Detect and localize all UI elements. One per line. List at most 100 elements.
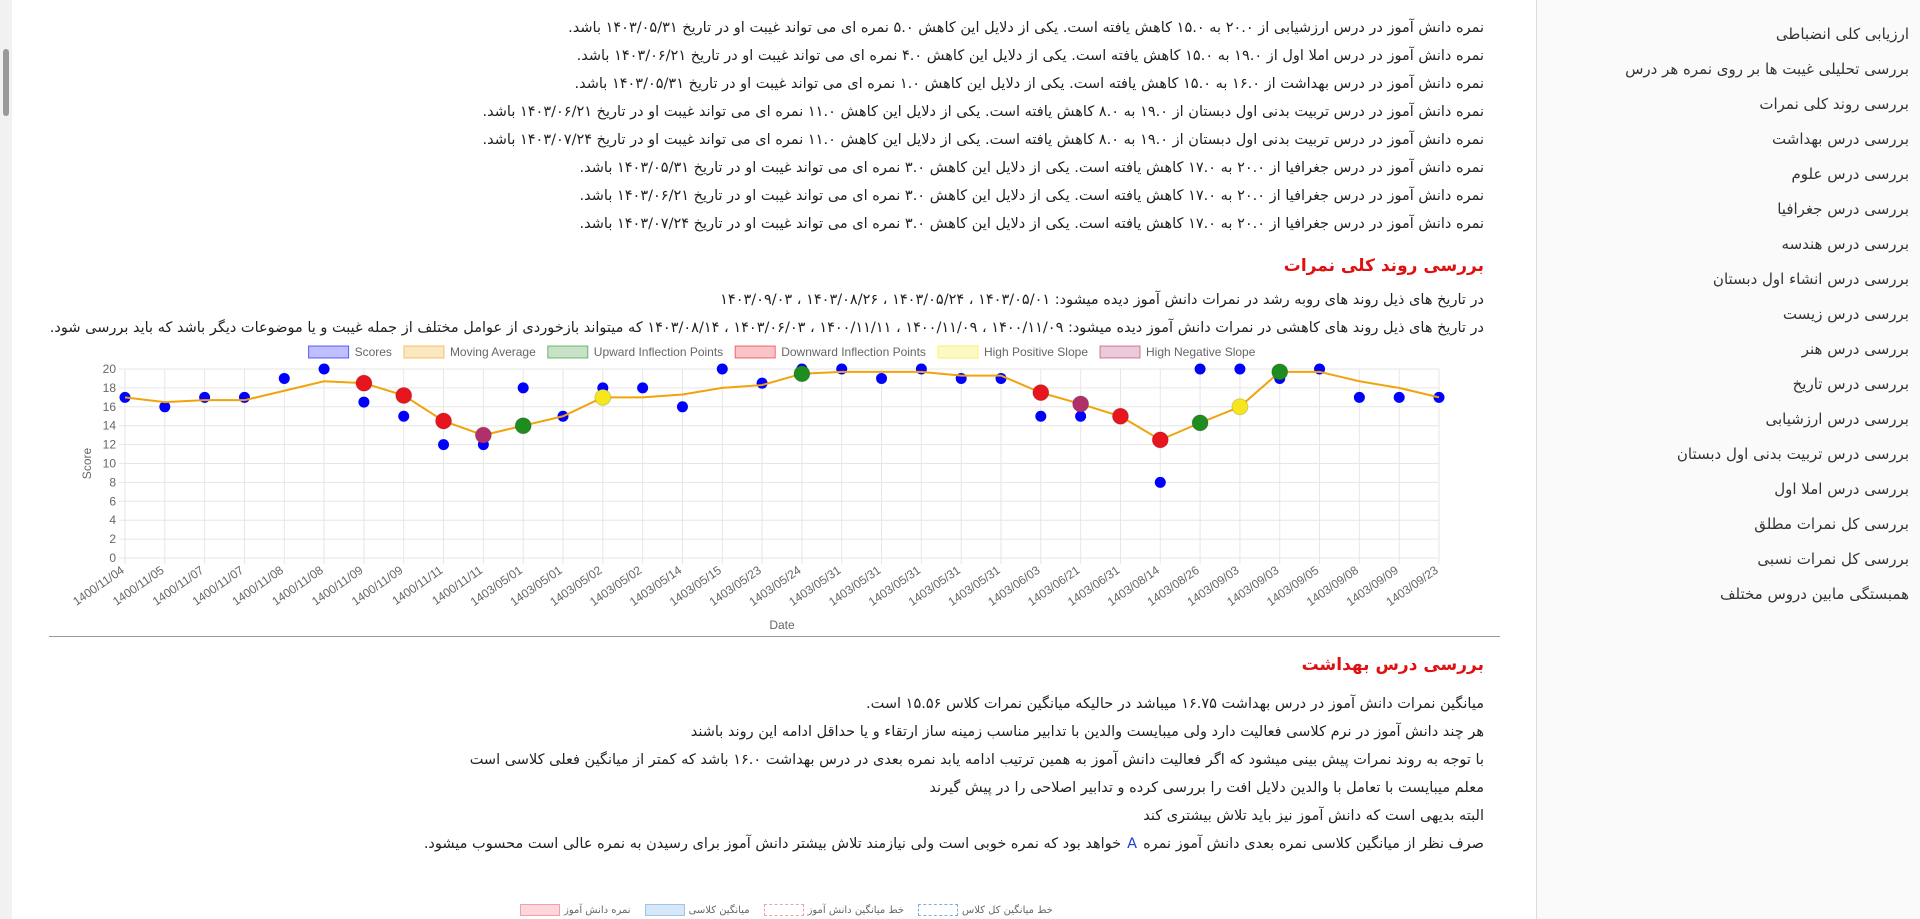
legend-label: Moving Average (450, 345, 536, 359)
point (1032, 384, 1050, 402)
legend-label: خط میانگین کل کلاس (962, 904, 1053, 916)
y-tick-label: 12 (103, 438, 117, 452)
menu-item[interactable]: بررسی درس هنر (1801, 340, 1909, 358)
legend-label: High Negative Slope (1146, 345, 1256, 359)
menu-item[interactable]: بررسی درس انشاء اول دبستان (1712, 270, 1909, 288)
legend-swatch (520, 904, 560, 916)
point (435, 412, 453, 430)
paragraph: نمره دانش آموز در درس تربیت بدنی اول دبس… (482, 132, 1484, 148)
menu-item[interactable]: بررسی درس تاریخ (1792, 375, 1909, 393)
point (1393, 391, 1405, 403)
health-section: میانگین نمرات دانش آموز در درس بهداشت ۱۶… (49, 690, 1484, 830)
legend-label: Scores (355, 345, 392, 359)
point (1111, 407, 1129, 425)
point (594, 388, 612, 406)
paragraph: صرف نظر از میانگین کلاسی نمره بعدی دانش … (49, 830, 1484, 858)
menu-item[interactable]: بررسی روند کلی نمرات (1759, 95, 1909, 113)
point (1151, 431, 1169, 449)
menu-item[interactable]: بررسی درس بهداشت (1772, 130, 1909, 148)
point (278, 372, 290, 384)
menu-item[interactable]: بررسی درس املا اول (1774, 480, 1909, 498)
menu-item[interactable]: بررسی کل نمرات نسبی (1757, 550, 1909, 568)
point (876, 372, 888, 384)
point (438, 439, 450, 451)
y-tick-label: 2 (109, 532, 116, 546)
legend-label: High Positive Slope (984, 345, 1088, 359)
legend-item: خط میانگین دانش آموز (763, 904, 905, 916)
paragraph: در تاریخ های ذیل روند های کاهشی در نمرات… (49, 320, 1484, 336)
y-tick-label: 20 (103, 362, 117, 376)
text: صرف نظر از میانگین کلاسی نمره بعدی دانش … (1143, 836, 1484, 852)
y-tick-label: 16 (103, 400, 117, 414)
paragraph: البته بدیهی است که دانش آموز نیز باید تل… (1143, 808, 1484, 824)
paragraph: میانگین نمرات دانش آموز در درس بهداشت ۱۶… (866, 696, 1484, 712)
point (159, 401, 171, 413)
partial-legend: نمره دانش آموز میانگین کلاسی خط میانگین دا… (520, 904, 1053, 916)
legend-swatch (918, 904, 959, 916)
legend-swatch (547, 345, 589, 359)
point (474, 426, 492, 444)
paragraph: نمره دانش آموز در درس جغرافیا از ۲۰.۰ به… (579, 188, 1484, 204)
y-tick-label: 6 (109, 494, 116, 508)
paragraph: معلم میبایست با تعامل با والدین دلایل اف… (929, 780, 1484, 796)
paragraph: نمره دانش آموز در درس جغرافیا از ۲۰.۰ به… (579, 160, 1484, 176)
paragraph: نمره دانش آموز در درس ارزشیابی از ۲۰.۰ ب… (568, 20, 1484, 36)
legend-label: Upward Inflection Points (594, 345, 723, 359)
menu-item[interactable]: بررسی درس علوم (1791, 165, 1910, 183)
legend-swatch (734, 345, 776, 359)
point (637, 382, 649, 394)
scrollbar[interactable] (0, 0, 12, 919)
point (793, 365, 811, 383)
menu-item[interactable]: بررسی درس هندسه (1781, 235, 1909, 253)
point (1194, 363, 1206, 375)
legend-label: خط میانگین دانش آموز (807, 904, 905, 916)
menu-item[interactable]: بررسی کل نمرات مطلق (1754, 515, 1909, 533)
sidebar: ارزیابی کلی انضباطی بررسی تحلیلی غیبت ها … (1536, 0, 1920, 919)
menu-item[interactable]: بررسی درس جغرافیا (1777, 200, 1909, 218)
legend-swatch (1099, 345, 1141, 359)
legend-label: میانگین کلاسی (688, 904, 750, 916)
report: نمره دانش آموز در درس ارزشیابی از ۲۰.۰ ب… (49, 14, 1500, 858)
text: خواهد بود که نمره خوبی است ولی نیازمند ت… (423, 836, 1122, 852)
point (514, 417, 532, 435)
point (318, 363, 330, 375)
y-tick-label: 0 (109, 551, 116, 565)
paragraph: هر چند دانش آموز در نرم کلاسی فعالیت دار… (690, 724, 1484, 740)
chart: 024681012141618201400/11/041400/11/05140… (70, 345, 1445, 632)
grade: A (1127, 836, 1138, 852)
point (1231, 398, 1249, 416)
paragraph: نمره دانش آموز در درس تربیت بدنی اول دبس… (482, 104, 1484, 120)
y-tick-label: 10 (103, 457, 117, 471)
legend-item: خط میانگین کل کلاس (918, 904, 1053, 916)
menu-item[interactable]: بررسی تحلیلی غیبت ها بر روی نمره هر درس (1625, 60, 1909, 78)
legend-item: میانگین کلاسی (644, 904, 750, 916)
menu-item[interactable]: همبستگی مابین دروس مختلف (1719, 585, 1909, 603)
point (995, 372, 1007, 384)
legend-label: نمره دانش آموز (564, 904, 631, 916)
point (1353, 391, 1365, 403)
y-axis-label: Score (80, 448, 94, 480)
menu-item[interactable]: بررسی درس تربیت بدنی اول دبستان (1676, 445, 1909, 463)
point (1154, 476, 1166, 488)
point (1191, 414, 1209, 432)
paragraph: نمره دانش آموز در درس جغرافیا از ۲۰.۰ به… (579, 216, 1484, 232)
point (1075, 410, 1087, 422)
section-heading: بررسی روند کلی نمرات (1283, 256, 1484, 276)
y-tick-label: 8 (109, 475, 116, 489)
menu-item[interactable]: بررسی درس ارزشیابی (1765, 410, 1909, 428)
point (398, 410, 410, 422)
legend-label: Downward Inflection Points (781, 345, 926, 359)
point (1234, 363, 1246, 375)
y-tick-label: 18 (103, 381, 117, 395)
paragraph: با توجه به روند نمرات پیش بینی میشود که … (469, 752, 1484, 768)
y-tick-label: 14 (103, 419, 117, 433)
menu-item[interactable]: بررسی درس زیست (1782, 305, 1909, 323)
menu-item[interactable]: ارزیابی کلی انضباطی (1775, 25, 1909, 43)
point (1072, 395, 1090, 413)
menu: ارزیابی کلی انضباطی بررسی تحلیلی غیبت ها … (1537, 0, 1920, 612)
legend-item: نمره دانش آموز (520, 904, 631, 916)
section-heading: بررسی درس بهداشت (1301, 655, 1484, 675)
point (676, 401, 688, 413)
scrollbar-thumb[interactable] (3, 49, 9, 116)
